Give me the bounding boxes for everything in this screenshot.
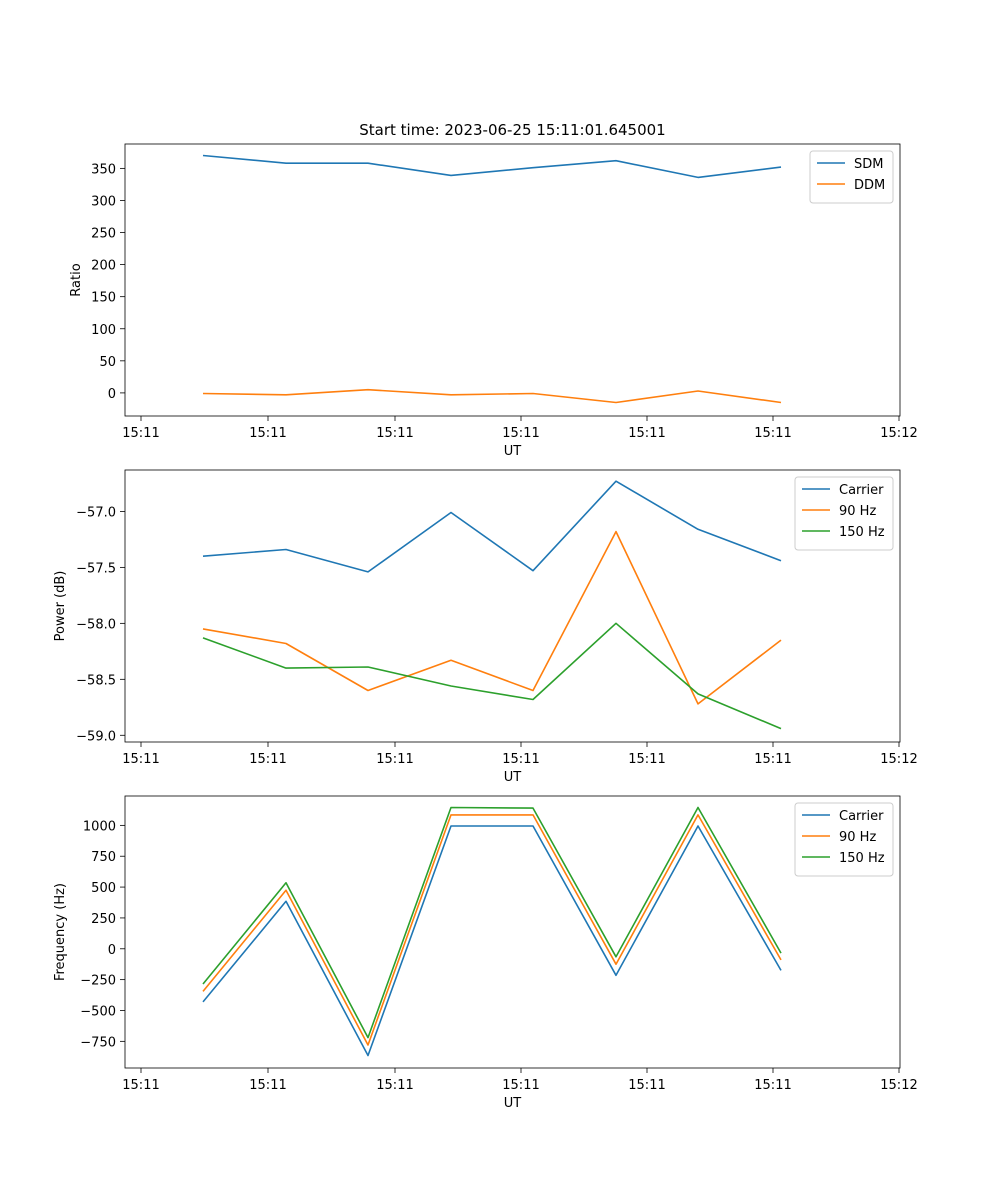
subplot-3: 15:11 15:11 15:11 15:11 15:11 15:11 15:12 −750 −… [53, 795, 918, 1111]
legend: Carrier 90 Hz 150 Hz [794, 802, 894, 877]
x-tick-label: 15:11 [628, 426, 665, 441]
axes-frame [124, 795, 901, 1069]
legend-entry: 150 Hz [839, 851, 885, 866]
x-tick-label: 15:11 [122, 1078, 159, 1093]
x-tick-label: 15:11 [628, 1078, 665, 1093]
series-line-carrier [202, 480, 782, 573]
x-axis-label: UT [504, 444, 522, 459]
y-tick-label: −250 [80, 974, 116, 989]
x-tick-label: 15:11 [502, 1078, 539, 1093]
x-tick-label: 15:11 [754, 1078, 791, 1093]
y-tick-label: 150 [91, 291, 116, 306]
x-axis-label: UT [504, 770, 522, 785]
y-tick-label: −57.5 [76, 561, 116, 576]
subplot-1: 15:11 15:11 15:11 15:11 15:11 15:11 15:12 0 50 10… [69, 121, 918, 459]
y-tick-label: −500 [80, 1004, 116, 1019]
y-tick-label: 750 [91, 850, 116, 865]
x-tick-label: 15:11 [122, 426, 159, 441]
legend-entry: Carrier [839, 809, 884, 824]
y-tick-label: −57.0 [76, 505, 116, 520]
y-axis-label: Frequency (Hz) [53, 883, 68, 981]
x-tick-label: 15:12 [880, 426, 917, 441]
legend-entry: 90 Hz [839, 830, 876, 845]
y-tick-label: 0 [108, 387, 116, 402]
legend: SDM DDM [809, 150, 894, 204]
y-tick-label: 500 [91, 881, 116, 896]
series-line-90-hz [202, 814, 782, 1046]
x-tick-label: 15:11 [376, 1078, 413, 1093]
y-tick-label: −58.0 [76, 617, 116, 632]
series-line-150-hz [202, 622, 782, 730]
y-tick-label: 200 [91, 259, 116, 274]
y-tick-label: −59.0 [76, 729, 116, 744]
y-tick-label: −58.5 [76, 673, 116, 688]
x-tick-label: 15:11 [249, 1078, 286, 1093]
y-tick-label: 300 [91, 194, 116, 209]
y-tick-label: 250 [91, 227, 116, 242]
x-tick-label: 15:12 [880, 1078, 917, 1093]
legend-entry: Carrier [839, 483, 884, 498]
series-line-sdm [202, 154, 782, 179]
series-line-carrier [202, 825, 782, 1057]
subplot-2: 15:11 15:11 15:11 15:11 15:11 15:11 15:12 −59.0… [53, 469, 918, 785]
y-tick-label: 100 [91, 323, 116, 338]
axes-frame [124, 469, 901, 743]
x-tick-label: 15:12 [880, 752, 917, 767]
x-tick-label: 15:11 [249, 426, 286, 441]
legend-entry: DDM [854, 178, 885, 193]
x-tick-label: 15:11 [502, 752, 539, 767]
y-tick-label: 350 [91, 162, 116, 177]
legend-entry: SDM [854, 157, 883, 172]
x-tick-label: 15:11 [754, 752, 791, 767]
y-axis-label: Power (dB) [53, 571, 68, 642]
series-line-150-hz [202, 806, 782, 1039]
x-tick-label: 15:11 [754, 426, 791, 441]
y-tick-label: 50 [99, 355, 116, 370]
x-tick-label: 15:11 [122, 752, 159, 767]
y-tick-label: −750 [80, 1035, 116, 1050]
y-tick-label: 1000 [83, 819, 116, 834]
y-tick-label: 0 [108, 943, 116, 958]
x-tick-label: 15:11 [502, 426, 539, 441]
legend: Carrier 90 Hz 150 Hz [794, 476, 894, 551]
y-tick-label: 250 [91, 912, 116, 927]
x-tick-label: 15:11 [628, 752, 665, 767]
x-axis-label: UT [504, 1096, 522, 1111]
x-tick-label: 15:11 [376, 752, 413, 767]
axes-frame [124, 143, 901, 417]
y-axis-label: Ratio [69, 263, 84, 296]
x-tick-label: 15:11 [376, 426, 413, 441]
x-tick-label: 15:11 [249, 752, 286, 767]
series-line-ddm [202, 388, 782, 404]
series-line-90-hz [202, 530, 782, 705]
legend-box [809, 150, 894, 204]
legend-entry: 90 Hz [839, 504, 876, 519]
chart-title: Start time: 2023-06-25 15:11:01.645001 [359, 121, 665, 139]
legend-entry: 150 Hz [839, 525, 885, 540]
